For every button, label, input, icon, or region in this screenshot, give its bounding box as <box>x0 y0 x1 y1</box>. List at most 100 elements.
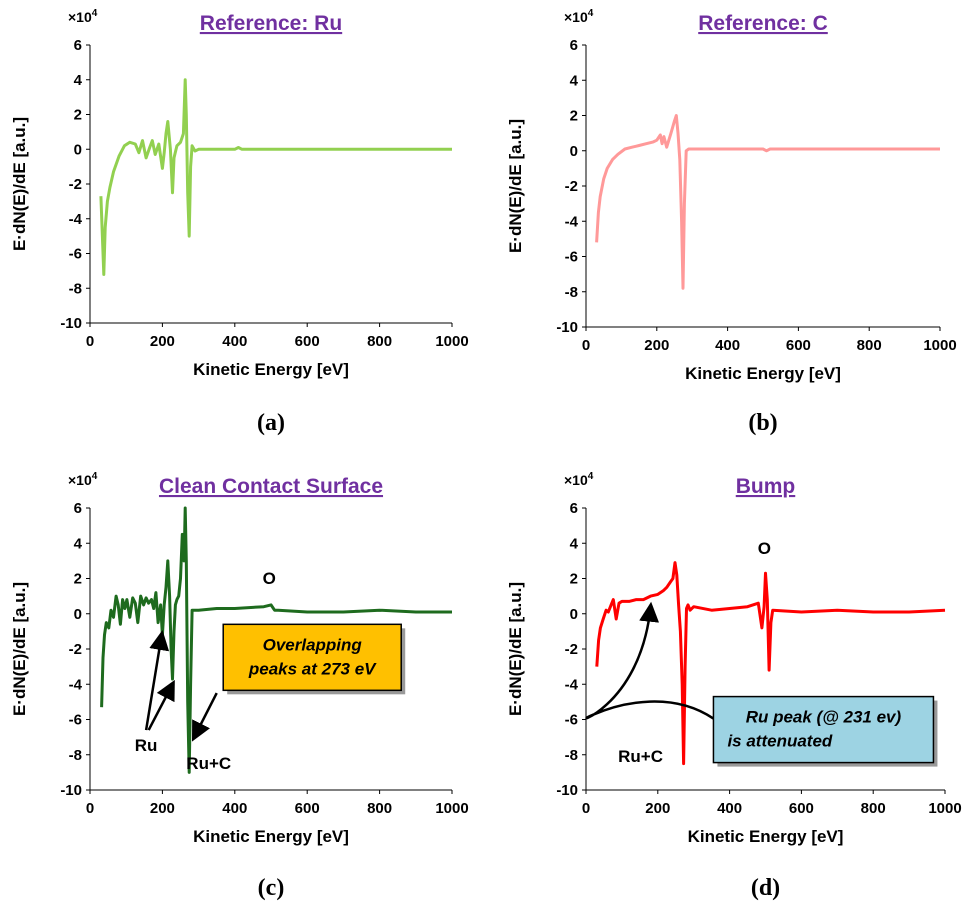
annotation-ru-c: Ru+C <box>618 747 663 766</box>
y-tick-label: 0 <box>570 143 578 160</box>
x-axis-label: Kinetic Energy [eV] <box>688 827 844 846</box>
x-tick-label: 1000 <box>435 800 468 817</box>
x-tick-label: 600 <box>786 337 811 354</box>
y-tick-label: 4 <box>570 72 579 89</box>
y-tick-label: -2 <box>565 641 578 658</box>
annotation-o: O <box>758 539 771 558</box>
chart-panel-c: Clean Contact Surface -10 -8 -6 -4 -2 0 2 4 6 0 200… <box>10 471 469 901</box>
y-tick-label: 4 <box>74 535 83 552</box>
chart-title: Reference: Ru <box>200 12 342 35</box>
y-tick-label: -10 <box>60 782 82 799</box>
x-tick-label: 400 <box>715 337 740 354</box>
x-tick-label: 400 <box>717 800 742 817</box>
callout-text-line2: is attenuated <box>727 732 832 751</box>
y-tick-label: -4 <box>69 676 83 693</box>
y-tick-label: -10 <box>556 782 578 799</box>
subplot-label: (a) <box>257 410 285 436</box>
y-tick-label: -8 <box>69 280 82 297</box>
y-tick-label: 6 <box>570 500 578 517</box>
subplot-label: (b) <box>748 410 777 436</box>
y-tick-label: 6 <box>74 500 82 517</box>
callout-text-line1: Overlapping <box>263 635 363 654</box>
callout-box <box>222 623 402 692</box>
x-tick-label: 0 <box>86 800 94 817</box>
series-line <box>100 506 452 774</box>
series-line <box>595 561 946 766</box>
y-tick-label: -2 <box>565 178 578 195</box>
y-multiplier: ×104 <box>564 471 594 488</box>
x-tick-label: 600 <box>789 800 814 817</box>
y-tick-label: 2 <box>74 107 82 124</box>
x-tick-label: 200 <box>644 337 669 354</box>
y-multiplier: ×104 <box>68 8 98 25</box>
y-tick-label: -8 <box>565 284 578 301</box>
x-tick-label: 0 <box>582 337 590 354</box>
x-axis-label: Kinetic Energy [eV] <box>685 364 841 383</box>
y-axis-label: E·dN(E)/dE [a.u.] <box>10 582 29 716</box>
y-tick-label: -4 <box>565 213 579 230</box>
chart-title: Reference: C <box>698 12 828 35</box>
y-tick-label: -10 <box>60 315 82 332</box>
x-tick-label: 600 <box>295 800 320 817</box>
y-tick-label: -4 <box>565 676 579 693</box>
y-tick-label: -6 <box>69 246 82 263</box>
chart-panel-d: Bump -10 -8 -6 -4 -2 0 2 4 6 0 200 400 600 800 1000 ×104… <box>506 471 962 901</box>
x-axis-label: Kinetic Energy [eV] <box>193 360 349 379</box>
x-tick-label: 200 <box>150 333 175 350</box>
y-tick-label: 2 <box>570 108 578 125</box>
x-tick-label: 600 <box>295 333 320 350</box>
x-tick-label: 1000 <box>928 800 961 817</box>
y-tick-label: 0 <box>74 141 82 158</box>
y-tick-label: 0 <box>570 606 578 623</box>
y-tick-label: 0 <box>74 606 82 623</box>
y-tick-label: -6 <box>565 712 578 729</box>
y-tick-label: 6 <box>74 37 82 54</box>
chart-panel-a: Reference: Ru -10 -8 -6 -4 -2 0 2 4 6 0 200 400 600 80… <box>10 8 469 436</box>
y-multiplier: ×104 <box>564 8 594 25</box>
annotation-ru: Ru <box>135 736 158 755</box>
arrow-ru-1 <box>144 629 170 731</box>
callout-box <box>712 695 935 764</box>
y-tick-label: 4 <box>570 535 579 552</box>
y-multiplier: ×104 <box>68 471 98 488</box>
subplot-label: (d) <box>751 875 780 901</box>
x-tick-label: 800 <box>861 800 886 817</box>
y-tick-label: 2 <box>570 571 578 588</box>
x-tick-label: 400 <box>222 800 247 817</box>
callout-text-line1: Ru peak (@ 231 ev) <box>746 708 902 727</box>
subplot-label: (c) <box>258 875 285 901</box>
chart-title: Bump <box>736 475 796 498</box>
x-tick-label: 1000 <box>435 333 468 350</box>
y-tick-label: -4 <box>69 211 83 228</box>
arrow-overlap <box>191 692 218 742</box>
y-tick-label: 2 <box>74 571 82 588</box>
y-tick-label: -2 <box>69 641 82 658</box>
x-tick-label: 800 <box>857 337 882 354</box>
y-tick-label: 6 <box>570 37 578 54</box>
x-tick-label: 1000 <box>923 337 956 354</box>
x-tick-label: 400 <box>222 333 247 350</box>
annotation-o: O <box>263 569 276 588</box>
series-line <box>595 114 940 290</box>
y-tick-label: -8 <box>69 747 82 764</box>
x-axis-label: Kinetic Energy [eV] <box>193 827 349 846</box>
y-axis-label: E·dN(E)/dE [a.u.] <box>506 119 525 253</box>
x-tick-label: 800 <box>367 800 392 817</box>
x-tick-label: 800 <box>367 333 392 350</box>
y-tick-label: -8 <box>565 747 578 764</box>
x-tick-label: 0 <box>86 333 94 350</box>
y-axis-label: E·dN(E)/dE [a.u.] <box>10 117 29 251</box>
y-tick-label: -6 <box>69 712 82 729</box>
x-tick-label: 200 <box>645 800 670 817</box>
y-axis-label: E·dN(E)/dE [a.u.] <box>506 582 525 716</box>
y-tick-label: -10 <box>556 319 578 336</box>
arrow-ru-2 <box>147 679 175 731</box>
y-tick-label: 4 <box>74 72 83 89</box>
x-tick-label: 0 <box>582 800 590 817</box>
y-tick-label: -6 <box>565 249 578 266</box>
chart-title: Clean Contact Surface <box>159 475 383 498</box>
arrow-ru-peak <box>585 601 715 720</box>
chart-panel-b: Reference: C -10 -8 -6 -4 -2 0 2 4 6 0 200 400 600 800… <box>506 8 957 436</box>
callout-text-line2: peaks at 273 eV <box>248 659 377 678</box>
